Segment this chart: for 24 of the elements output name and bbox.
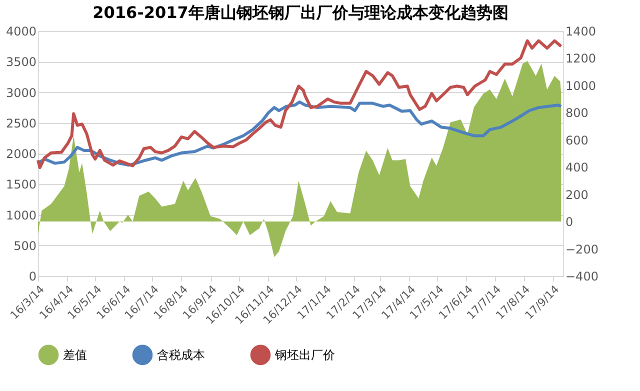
y2-tick-label: 1000 [566,78,596,93]
y2-tick-label: −400 [566,270,598,284]
y-tick-label: 500 [14,238,36,253]
y-tick-label: 1500 [6,178,36,192]
y-tick-label: 0 [28,270,36,284]
y-tick-label: 3000 [6,86,36,100]
y2-tick-label: 1200 [566,52,596,66]
y-tick-label: 1000 [6,208,36,222]
chart-title: 2016-2017年唐山钢坯钢厂出厂价与理论成本变化趋势图 [92,3,508,22]
y-tick-label: 2000 [6,147,36,161]
y2-tick-label: 400 [566,160,588,175]
y2-tick-label: 200 [566,188,588,202]
legend-label: 含税成本 [157,348,205,362]
y2-tick-label: 0 [566,215,574,230]
y-tick-label: 4000 [6,24,36,38]
legend-label: 差值 [63,348,87,362]
y-tick-label: 2500 [6,116,36,130]
legend-label: 钢坯出厂价 [274,348,335,362]
y-tick-label: 3500 [6,55,36,70]
y2-tick-label: 800 [566,106,588,120]
y2-tick-label: 1400 [566,24,596,38]
line-series [36,39,563,170]
y2-tick-label: −200 [566,242,598,256]
y2-tick-label: 600 [566,133,588,148]
